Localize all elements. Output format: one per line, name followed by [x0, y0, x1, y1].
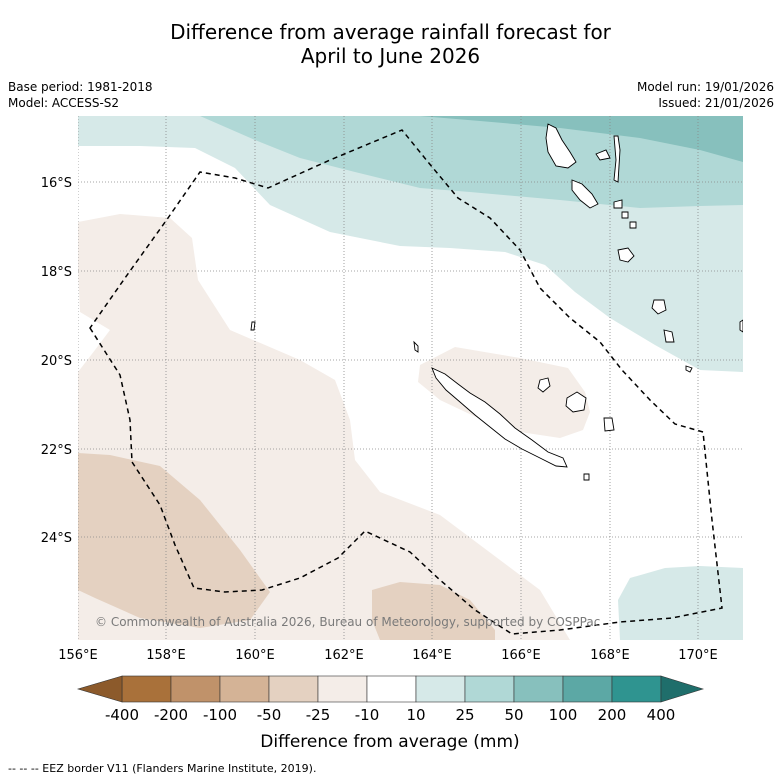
vanuatu-aneityum — [663, 329, 675, 343]
colorbar-tick: 25 — [455, 706, 474, 724]
colorbar-extend-low — [76, 675, 123, 703]
eez-footer-note: -- -- -- EEZ border V11 (Flanders Marine… — [8, 762, 317, 775]
colorbar-segment — [611, 675, 662, 703]
lat-label: 20°S — [41, 354, 72, 369]
loyalty-island-1 — [537, 377, 551, 393]
colorbar-tick: -200 — [154, 706, 188, 724]
colorbar-segment — [562, 675, 613, 703]
wet-region-50-100 — [420, 116, 743, 162]
vanuatu-small-3 — [629, 221, 637, 229]
title-line-2: April to June 2026 — [300, 44, 481, 68]
colorbar-tick: -25 — [306, 706, 331, 724]
vanuatu-erromango — [617, 247, 635, 263]
colorbar-tick: 50 — [504, 706, 523, 724]
dry-region-south-patch — [372, 582, 495, 640]
colorbar-tick: -10 — [355, 706, 380, 724]
eez-border — [89, 129, 723, 635]
lat-label: 16°S — [41, 176, 72, 191]
vanuatu-efate — [571, 179, 599, 209]
hunter-island — [685, 365, 693, 373]
rainfall-fill-layer: © Commonwealth of Australia 2026, Bureau… — [78, 116, 743, 640]
colorbar-labels: -400 -200 -100 -50 -25 -10 10 25 50 100 … — [105, 706, 675, 724]
lon-label: 158°E — [146, 648, 186, 663]
lat-label: 18°S — [41, 265, 72, 280]
colorbar-extend-high — [660, 675, 705, 703]
colorbar-segment — [464, 675, 515, 703]
lat-label: 22°S — [41, 443, 72, 458]
colorbar-segment — [170, 675, 221, 703]
copyright-text: © Commonwealth of Australia 2026, Bureau… — [95, 615, 600, 629]
vanuatu-pentecost — [613, 135, 621, 183]
colorbar-tick: -100 — [203, 706, 237, 724]
east-island — [739, 319, 743, 333]
lon-label: 170°E — [678, 648, 718, 663]
loyalty-island-2 — [565, 391, 587, 413]
colorbar-title: Difference from average (mm) — [260, 732, 519, 752]
vanuatu-small-1 — [613, 199, 623, 209]
chesterfield-island — [250, 321, 256, 331]
vanuatu-tanna — [651, 299, 667, 315]
dry-region-25-50 — [78, 453, 270, 628]
colorbar-tick: 400 — [647, 706, 676, 724]
colorbar-segment — [121, 675, 172, 703]
dry-region-new-caledonia — [418, 347, 590, 438]
model-name: Model: ACCESS-S2 — [8, 96, 120, 110]
colorbar — [76, 675, 705, 703]
colorbar-segment — [415, 675, 466, 703]
lon-label: 162°E — [324, 648, 364, 663]
colorbar-segment — [317, 675, 368, 703]
colorbar-tick: 200 — [598, 706, 627, 724]
colorbar-tick: -50 — [257, 706, 282, 724]
issued-date: Issued: 21/01/2026 — [658, 96, 774, 110]
coastlines — [250, 123, 743, 481]
vanuatu-espiritu-santo — [545, 123, 577, 169]
colorbar-segment — [513, 675, 564, 703]
belep-island — [413, 340, 419, 353]
longitude-labels: 156°E 158°E 160°E 162°E 164°E 166°E 168°… — [58, 648, 718, 663]
latitude-labels: 16°S 18°S 20°S 22°S 24°S — [41, 176, 72, 546]
colorbar-tick: -400 — [105, 706, 139, 724]
lat-label: 24°S — [41, 531, 72, 546]
colorbar-segment — [268, 675, 319, 703]
colorbar-segment — [219, 675, 270, 703]
colorbar-tick: 100 — [549, 706, 578, 724]
base-period: Base period: 1981-2018 — [8, 80, 153, 94]
walpole-island — [583, 473, 590, 481]
title-line-1: Difference from average rainfall forecas… — [170, 20, 611, 44]
new-caledonia-island — [431, 367, 568, 468]
lon-label: 166°E — [501, 648, 541, 663]
colorbar-segment — [366, 675, 417, 703]
vanuatu-small-2 — [621, 211, 629, 219]
loyalty-island-3 — [603, 417, 615, 432]
lon-label: 168°E — [590, 648, 630, 663]
vanuatu-malakula — [595, 149, 611, 161]
graticule — [78, 116, 743, 640]
lon-label: 156°E — [58, 648, 98, 663]
wet-region-southeast — [618, 566, 743, 640]
wet-region-25-50 — [200, 116, 743, 208]
lon-label: 160°E — [235, 648, 275, 663]
model-run: Model run: 19/01/2026 — [636, 80, 774, 94]
lon-label: 164°E — [412, 648, 452, 663]
colorbar-tick: 10 — [406, 706, 425, 724]
